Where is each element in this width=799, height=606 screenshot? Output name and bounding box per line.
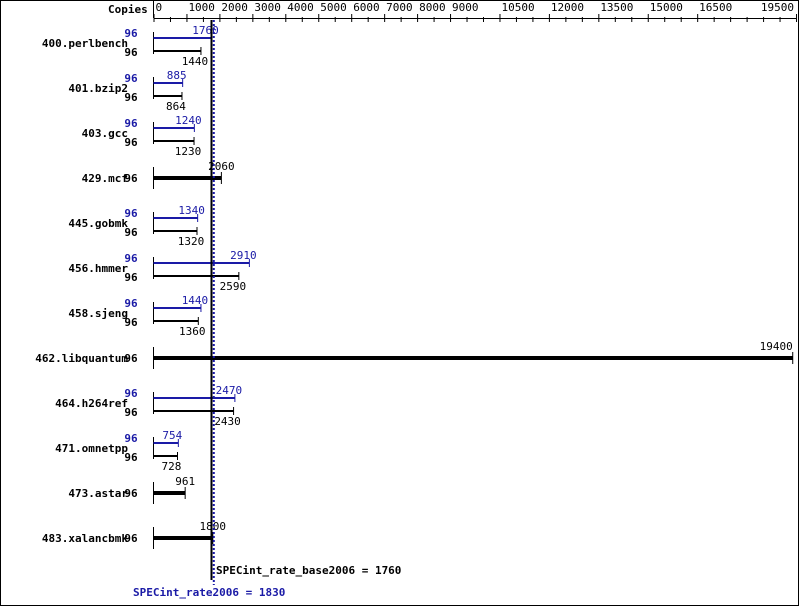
- tick-label: 3000: [254, 1, 281, 14]
- copies-label-peak: 96: [124, 117, 138, 130]
- copies-label-base: 96: [124, 46, 138, 59]
- benchmark-label: 471.omnetpp: [55, 442, 128, 455]
- copies-label-peak: 96: [124, 252, 138, 265]
- copies-label-base: 96: [124, 226, 138, 239]
- value-label-base: 1320: [178, 235, 205, 248]
- benchmark-label: 464.h264ref: [55, 397, 128, 410]
- value-label-base: 2430: [214, 415, 241, 428]
- tick-label: 12000: [551, 1, 584, 14]
- copies-label-peak: 96: [124, 72, 138, 85]
- benchmark-label: 401.bzip2: [68, 82, 128, 95]
- copies-label-peak: 96: [124, 432, 138, 445]
- copies-label: 96: [124, 172, 138, 185]
- value-label-peak: 1340: [178, 204, 205, 217]
- tick-label: 1000: [188, 1, 215, 14]
- benchmark-label: 456.hmmer: [68, 262, 128, 275]
- tick-label: 5000: [320, 1, 347, 14]
- value-label-peak: 1440: [182, 294, 209, 307]
- value-label-base: 19400: [760, 340, 793, 353]
- tick-label: 16500: [699, 1, 732, 14]
- copies-label-base: 96: [124, 406, 138, 419]
- benchmark-label: 473.astar: [68, 487, 128, 500]
- tick-label: 2000: [221, 1, 248, 14]
- tick-label: 7000: [386, 1, 413, 14]
- benchmark-label: 429.mcf: [82, 172, 128, 185]
- value-label-base: 1230: [175, 145, 202, 158]
- benchmark-label: 458.sjeng: [68, 307, 128, 320]
- benchmark-label: 403.gcc: [82, 127, 128, 140]
- value-label-base: 1360: [179, 325, 206, 338]
- copies-label-peak: 96: [124, 387, 138, 400]
- value-label-peak: 2910: [230, 249, 257, 262]
- tick-label: 9000: [452, 1, 479, 14]
- tick-label: 19500: [761, 1, 794, 14]
- copies-label-peak: 96: [124, 207, 138, 220]
- tick-label: 4000: [287, 1, 314, 14]
- copies-label-base: 96: [124, 271, 138, 284]
- copies-label-base: 96: [124, 136, 138, 149]
- value-label-peak: 2470: [216, 384, 243, 397]
- benchmark-label: 483.xalancbmk: [42, 532, 128, 545]
- reference-label-base: SPECint_rate_base2006 = 1760: [216, 564, 401, 577]
- value-label-base: 961: [175, 475, 195, 488]
- copies-axis-label: Copies: [108, 3, 148, 16]
- value-label-base: 1800: [200, 520, 227, 533]
- value-label-peak: 885: [167, 69, 187, 82]
- copies-label: 96: [124, 352, 138, 365]
- benchmark-label: 462.libquantum: [35, 352, 128, 365]
- tick-label: 10500: [501, 1, 534, 14]
- copies-label: 96: [124, 487, 138, 500]
- tick-label: 8000: [419, 1, 446, 14]
- tick-label: 6000: [353, 1, 380, 14]
- value-label-base: 2590: [220, 280, 247, 293]
- copies-label-base: 96: [124, 316, 138, 329]
- benchmark-label: 445.gobmk: [68, 217, 128, 230]
- benchmark-label: 400.perlbench: [42, 37, 128, 50]
- tick-label: 0: [156, 1, 163, 14]
- value-label-peak: 754: [162, 429, 182, 442]
- value-label-base: 1440: [182, 55, 209, 68]
- reference-label-peak: SPECint_rate2006 = 1830: [133, 586, 285, 599]
- copies-label: 96: [124, 532, 138, 545]
- value-label-base: 864: [166, 100, 186, 113]
- copies-label-base: 96: [124, 91, 138, 104]
- value-label-base: 728: [162, 460, 182, 473]
- copies-label-peak: 96: [124, 297, 138, 310]
- value-label-peak: 1240: [175, 114, 202, 127]
- copies-label-base: 96: [124, 451, 138, 464]
- tick-label: 15000: [650, 1, 683, 14]
- copies-label-peak: 96: [124, 27, 138, 40]
- tick-label: 13500: [600, 1, 633, 14]
